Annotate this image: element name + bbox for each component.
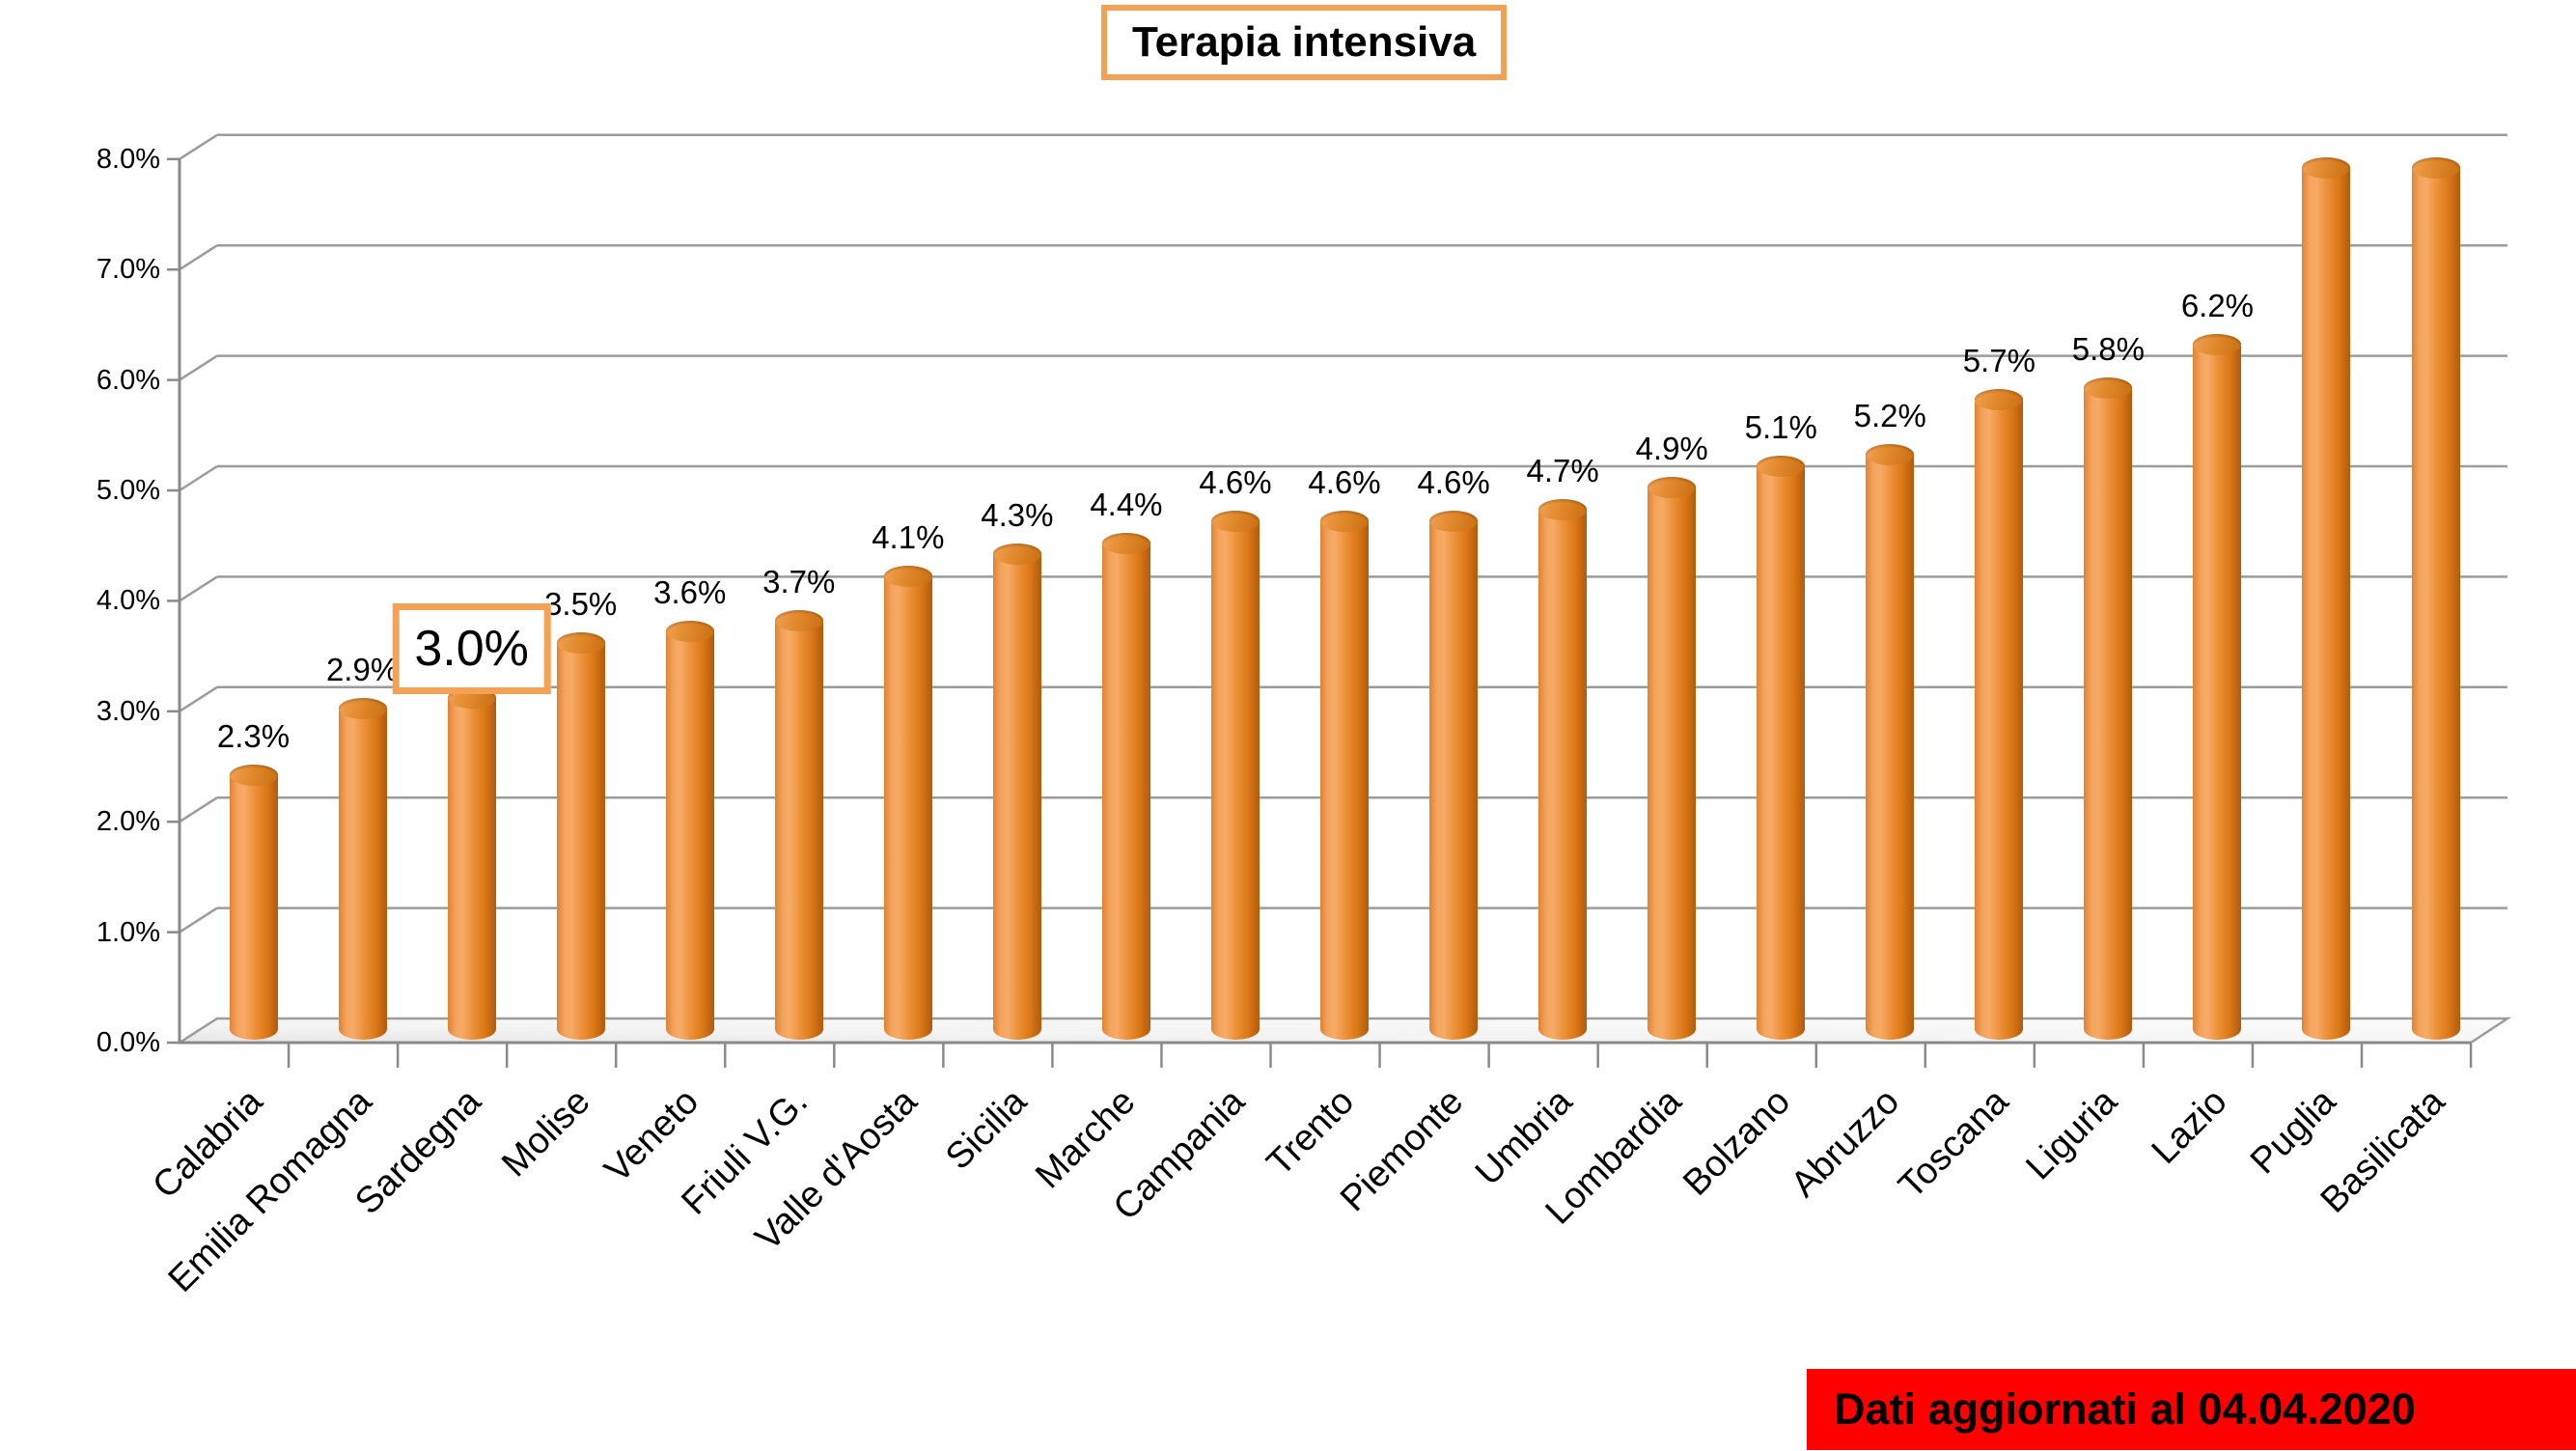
- value-label-lazio: 6.2%: [2180, 287, 2255, 323]
- chart-title: Terapia intensiva: [1132, 18, 1477, 66]
- gridline-elbow: [179, 464, 218, 492]
- bar-top-cap: [774, 609, 823, 631]
- y-axis-tick-label: 0.0%: [96, 1027, 160, 1058]
- value-label-abruzzo: 5.2%: [1853, 398, 1926, 434]
- bar-molise: [556, 631, 605, 1040]
- bar-top-cap: [556, 631, 605, 654]
- y-axis-tick-label: 3.0%: [96, 695, 160, 727]
- bar-trento: [1320, 510, 1370, 1040]
- bar-umbria: [1538, 499, 1588, 1040]
- bar-top-cap: [1975, 388, 2024, 410]
- bar-top-cap: [2084, 377, 2133, 400]
- bar-sicilia: [992, 544, 1041, 1040]
- value-label-molise: 3.5%: [544, 585, 618, 622]
- bar-top-cap: [2411, 156, 2460, 179]
- gridline-elbow: [179, 354, 218, 381]
- value-label-piemonte: 4.6%: [1417, 463, 1490, 500]
- bar-top-cap: [883, 565, 932, 587]
- bar-top-cap: [229, 764, 278, 786]
- bar-top-cap: [1210, 510, 1260, 532]
- bar-liguria: [2084, 377, 2133, 1040]
- bar-abruzzo: [1866, 444, 1915, 1040]
- value-label-veneto: 3.6%: [653, 574, 727, 611]
- y-axis-tick-label: 7.0%: [96, 254, 160, 286]
- bar-friuli-v-g: [774, 609, 823, 1040]
- value-label-valle-d-aosta: 4.1%: [872, 518, 945, 555]
- bar-top-cap: [338, 698, 387, 720]
- gridline-elbow: [179, 244, 218, 271]
- value-label-marche: 4.4%: [1090, 486, 1163, 522]
- bar-top-cap: [2302, 156, 2351, 179]
- value-label-campania: 4.6%: [1199, 463, 1272, 500]
- bar-sardegna: [447, 686, 496, 1040]
- value-label-toscana: 5.7%: [1962, 342, 2036, 378]
- y-axis-tick-label: 1.0%: [96, 916, 160, 948]
- bar-emilia-romagna: [338, 698, 387, 1040]
- value-label-trento: 4.6%: [1308, 463, 1381, 500]
- y-axis-tick-label: 4.0%: [96, 585, 160, 617]
- y-axis-tick-label: 5.0%: [96, 475, 160, 506]
- value-label-bolzano: 5.1%: [1744, 408, 1817, 445]
- y-axis-tick-label: 6.0%: [96, 364, 160, 396]
- highlighted-value-box-sardegna: 3.0%: [392, 602, 551, 694]
- value-label-liguria: 5.8%: [2071, 331, 2145, 368]
- bar-valle-d-aosta: [883, 565, 932, 1040]
- chart-title-box: Terapia intensiva: [1101, 5, 1508, 80]
- value-label-calabria: 2.3%: [216, 717, 291, 754]
- bar-top-cap: [1101, 532, 1150, 554]
- bar-puglia: [2302, 156, 2351, 1040]
- y-axis-tick-label: 8.0%: [96, 143, 160, 175]
- gridline-elbow: [179, 796, 218, 823]
- bar-top-cap: [992, 544, 1041, 566]
- gridline-elbow: [179, 133, 218, 160]
- y-axis-tick-label: 2.0%: [96, 806, 160, 838]
- gridline-elbow: [179, 575, 218, 602]
- value-label-sicilia: 4.3%: [981, 497, 1054, 534]
- gridline-elbow: [179, 907, 218, 934]
- bar-piemonte: [1429, 510, 1479, 1040]
- bar-basilicata: [2411, 156, 2460, 1040]
- bar-lazio: [2193, 333, 2242, 1040]
- bar-top-cap: [1648, 477, 1697, 499]
- update-banner-text: Dati aggiornati al 04.04.2020: [1834, 1384, 2416, 1434]
- value-label-lombardia: 4.9%: [1635, 431, 1708, 467]
- bar-top-cap: [1757, 455, 1806, 477]
- bar-marche: [1101, 532, 1150, 1040]
- bar-lombardia: [1648, 477, 1697, 1040]
- value-label-umbria: 4.7%: [1526, 453, 1599, 489]
- update-banner: Dati aggiornati al 04.04.2020: [1807, 1369, 2576, 1450]
- gridline-elbow: [179, 685, 218, 712]
- bar-calabria: [229, 764, 278, 1040]
- bar-bolzano: [1757, 455, 1806, 1040]
- bar-top-cap: [665, 621, 714, 643]
- bar-top-cap: [1320, 510, 1370, 532]
- bar-top-cap: [2193, 333, 2242, 355]
- bar-toscana: [1975, 388, 2024, 1040]
- bar-top-cap: [1538, 499, 1588, 521]
- bar-campania: [1210, 510, 1260, 1040]
- bar-top-cap: [1866, 444, 1915, 466]
- bar-veneto: [665, 621, 714, 1040]
- value-label-emilia-romagna: 2.9%: [325, 652, 400, 688]
- value-label-friuli-v-g: 3.7%: [762, 563, 836, 600]
- bar-top-cap: [1429, 510, 1479, 532]
